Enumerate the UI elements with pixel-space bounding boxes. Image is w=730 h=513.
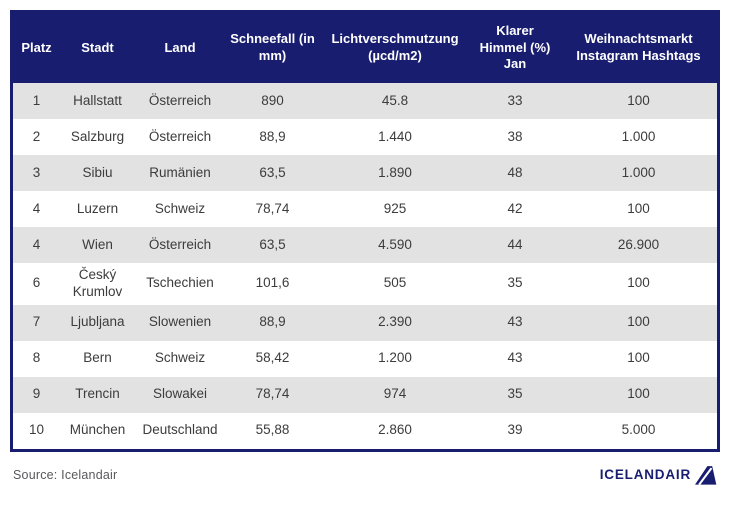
table-cell: Ljubljana [70, 314, 125, 330]
table-cell: 1.200 [378, 350, 412, 366]
table-cell: Tschechien [146, 275, 214, 291]
table-cell: Trencin [75, 386, 120, 402]
table-cell: 58,42 [255, 350, 290, 366]
table-cell: 974 [383, 386, 407, 402]
table-cell: 1 [32, 92, 41, 108]
table-cell: 55,88 [255, 422, 290, 438]
table-cell: 43 [507, 350, 523, 366]
table-row: 4 Luzern Schweiz 78,74 925 42 100 [13, 191, 717, 227]
table-cell: 33 [507, 92, 523, 108]
table-cell: 101,6 [255, 275, 290, 291]
column-header: Lichtverschmutzung (µcd/m2) [320, 13, 470, 83]
ranking-table: Platz Stadt Land Schneefall (in mm) Lichtver… [13, 13, 717, 449]
table-row: 4 Wien Österreich 63,5 4.590 44 26.900 [13, 227, 717, 263]
table-cell: Hallstatt [73, 92, 122, 108]
table-cell: 505 [383, 275, 407, 291]
table-cell: 3 [32, 164, 41, 180]
table-cell: Sibiu [82, 164, 113, 180]
table-cell: Österreich [148, 236, 212, 252]
table-cell: Rumänien [149, 164, 211, 180]
table-cell: 100 [627, 386, 650, 402]
table-cell: 2.860 [378, 422, 412, 438]
column-header: Stadt [60, 13, 135, 83]
table-cell: 1.440 [378, 128, 412, 144]
icelandair-logo-text: ICELANDAIR [599, 467, 691, 483]
table-cell: 890 [261, 92, 284, 108]
icelandair-logo: ICELANDAIR [600, 465, 717, 485]
table-cell: München [69, 422, 126, 438]
table-cell: 78,74 [255, 386, 290, 402]
table-cell: Bern [83, 350, 112, 366]
table-cell: 1.000 [621, 164, 656, 180]
table-cell: 7 [32, 314, 41, 330]
table-row: 2 Salzburg Österreich 88,9 1.440 38 1.000 [13, 119, 717, 155]
table-cell: 88,9 [259, 128, 286, 144]
table-cell: 38 [507, 128, 523, 144]
column-header: Land [135, 13, 225, 83]
table-cell: 100 [627, 314, 650, 330]
table-row: 6 Český Krumlov Tschechien 101,6 505 35 100 [13, 263, 717, 305]
table-cell: 26.900 [617, 236, 660, 252]
table-cell: 44 [507, 236, 523, 252]
footer: Source: Icelandair ICELANDAIR [10, 465, 720, 485]
table-header: Platz Stadt Land Schneefall (in mm) Lichtver… [13, 13, 717, 83]
table-cell: 2.390 [378, 314, 412, 330]
table-cell: 4 [32, 200, 41, 216]
table-cell: 925 [383, 200, 407, 216]
table-body: 1 Hallstatt Österreich 890 45.8 33 100 2 Salzbur… [13, 83, 717, 449]
table-row: 1 Hallstatt Österreich 890 45.8 33 100 [13, 83, 717, 119]
table-cell: 5.000 [621, 422, 656, 438]
table-row: 8 Bern Schweiz 58,42 1.200 43 100 [13, 340, 717, 377]
table-cell: Český Krumlov [72, 267, 123, 299]
table-cell: 48 [507, 164, 523, 180]
table-cell: 43 [507, 314, 523, 330]
table-row: 3 Sibiu Rumänien 63,5 1.890 48 1.000 [13, 155, 717, 191]
table-cell: Slowenien [148, 314, 212, 330]
table-header-row: Platz Stadt Land Schneefall (in mm) Lichtver… [13, 13, 717, 83]
table-cell: 10 [28, 422, 45, 438]
table-row: 9 Trencin Slowakei 78,74 974 35 100 [13, 376, 717, 413]
table-cell: 1.000 [621, 128, 656, 144]
table-cell: Schweiz [154, 350, 206, 366]
table-cell: Schweiz [154, 200, 206, 216]
column-header: Klarer Himmel (%) Jan [470, 13, 560, 83]
table-cell: 100 [627, 275, 650, 291]
table-cell: 39 [507, 422, 523, 438]
table-cell: 63,5 [259, 164, 286, 180]
table-cell: 100 [627, 92, 650, 108]
table-cell: Luzern [76, 200, 119, 216]
table-cell: 35 [507, 386, 523, 402]
table-cell: 4.590 [378, 236, 412, 252]
table-cell: 6 [32, 275, 41, 291]
table-row: 10 München Deutschland 55,88 2.860 39 5.000 [13, 412, 717, 449]
table-cell: Slowakei [152, 386, 208, 402]
table-cell: 63,5 [259, 236, 286, 252]
table-cell: 35 [507, 275, 523, 291]
table-cell: 100 [627, 200, 650, 216]
table-cell: 9 [32, 386, 41, 402]
table-cell: 42 [507, 200, 523, 216]
ranking-table-frame: Platz Stadt Land Schneefall (in mm) Lichtver… [10, 10, 720, 452]
table-cell: 4 [32, 236, 41, 252]
table-cell: Österreich [148, 92, 212, 108]
table-cell: 100 [627, 350, 650, 366]
table-cell: 78,74 [255, 200, 290, 216]
table-row: 7 Ljubljana Slowenien 88,9 2.390 43 100 [13, 304, 717, 341]
icelandair-tailfin-icon [695, 465, 717, 485]
table-cell: 1.890 [378, 164, 412, 180]
table-cell: 45.8 [381, 92, 409, 108]
table-cell: Wien [82, 236, 113, 252]
source-attribution: Source: Icelandair [13, 467, 118, 482]
table-cell: 2 [32, 128, 41, 144]
column-header: Platz [13, 13, 60, 83]
table-cell: Deutschland [142, 422, 218, 438]
column-header: Weihnachtsmarkt Instagram Hashtags [560, 13, 717, 83]
table-cell: 88,9 [259, 314, 286, 330]
table-cell: Salzburg [70, 128, 125, 144]
table-cell: 8 [32, 350, 41, 366]
table-cell: Österreich [148, 128, 212, 144]
column-header: Schneefall (in mm) [225, 13, 320, 83]
